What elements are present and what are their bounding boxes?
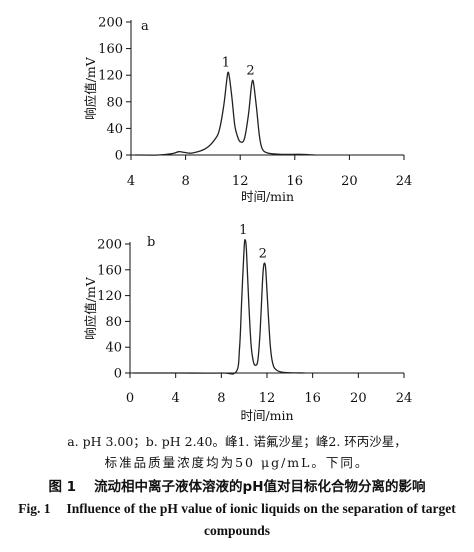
x-tick-label: 4 — [172, 391, 180, 406]
x-tick-label: 8 — [181, 174, 189, 189]
x-tick-label: 0 — [126, 391, 134, 406]
figure-title-en: Influence of the pH value of ionic liqui… — [66, 501, 456, 538]
x-tick-label: 8 — [217, 391, 225, 406]
y-tick-label: 0 — [115, 149, 123, 164]
x-axis-label: 时间/min — [241, 189, 294, 204]
figure-note-line2: 标准品质量浓度均为50 μg/mL。下同。 — [104, 455, 370, 470]
peak-label: 2 — [259, 246, 267, 261]
x-tick-label: 24 — [396, 174, 413, 189]
y-axis-label: 响应值/mV — [83, 56, 98, 120]
y-tick-label: 80 — [105, 315, 122, 330]
x-tick-label: 24 — [396, 391, 413, 406]
y-tick-label: 120 — [98, 69, 123, 84]
figure-label-cn: 图 1 — [48, 479, 77, 495]
peak-label: 1 — [222, 56, 230, 71]
y-tick-label: 160 — [97, 263, 122, 278]
y-tick-label: 40 — [105, 341, 122, 356]
y-tick-label: 0 — [114, 367, 122, 382]
y-tick-label: 40 — [106, 122, 123, 137]
chromatogram-trace — [133, 239, 305, 375]
y-tick-label: 80 — [106, 95, 123, 110]
x-tick-label: 12 — [259, 391, 276, 406]
figure-note-line1: a. pH 3.00；b. pH 2.40。峰1. 诺氟沙星；峰2. 环丙沙星， — [67, 434, 407, 449]
y-axis-label: 响应值/mV — [83, 276, 98, 340]
y-tick-label: 200 — [97, 238, 122, 253]
x-axis-label: 时间/min — [240, 408, 293, 423]
chart-panel-b: 0 40 80 120 160 200 0 4 8 12 16 20 24 时间/min 响应值/mV b 12 — [83, 223, 412, 423]
x-tick-label: 16 — [287, 174, 304, 189]
figure-caption-en: Fig. 1 Influence of the pH value of ionic… — [0, 498, 474, 542]
x-tick-label: 20 — [350, 391, 367, 406]
figure-title-cn: 流动相中离子液体溶液的pH值对目标化合物分离的影响 — [94, 479, 426, 495]
x-tick-label: 20 — [341, 174, 358, 189]
x-tick-label: 4 — [127, 174, 135, 189]
figure-caption-cn: 图 1 流动相中离子液体溶液的pH值对目标化合物分离的影响 — [0, 475, 474, 495]
panel-label: a — [141, 19, 149, 34]
y-tick-label: 120 — [97, 289, 122, 304]
chromatogram-trace — [135, 71, 316, 156]
panel-label: b — [147, 235, 155, 250]
y-tick-label: 200 — [98, 16, 123, 31]
y-tick-label: 160 — [98, 42, 123, 57]
peak-label: 1 — [239, 223, 247, 238]
x-tick-label: 16 — [304, 391, 321, 406]
peak-label: 2 — [246, 64, 254, 79]
x-tick-label: 12 — [232, 174, 249, 189]
figure-label-en: Fig. 1 — [18, 501, 51, 516]
